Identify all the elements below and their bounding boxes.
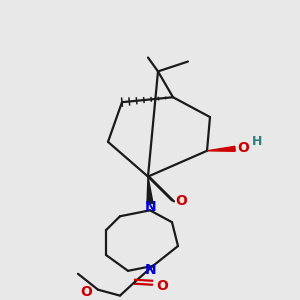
Text: H: H [252, 135, 262, 148]
Text: O: O [80, 285, 92, 299]
Text: O: O [175, 194, 187, 208]
Text: N: N [145, 263, 157, 277]
Text: N: N [145, 200, 157, 214]
Text: O: O [156, 279, 168, 293]
Polygon shape [207, 146, 235, 151]
Text: O: O [237, 141, 249, 155]
Polygon shape [147, 177, 153, 204]
